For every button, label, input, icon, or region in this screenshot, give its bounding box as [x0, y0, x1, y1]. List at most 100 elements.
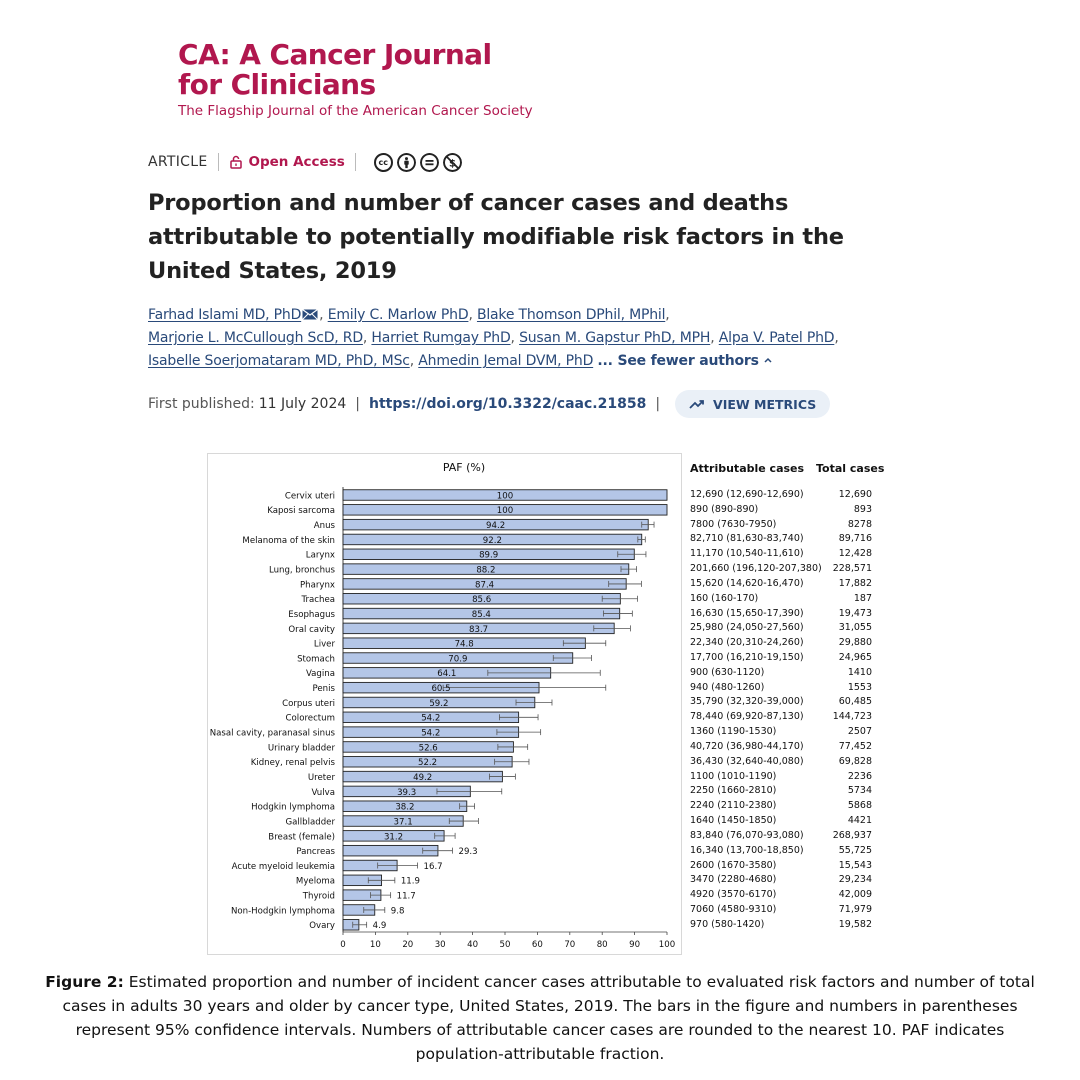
x-tick-label: 90	[629, 940, 640, 950]
data-label: 70.9	[448, 654, 467, 664]
category-label: Myeloma	[296, 877, 335, 887]
attributable-cases-cell: 940 (480-1260)	[690, 681, 765, 693]
data-label: 54.2	[421, 714, 440, 724]
author-link[interactable]: Blake Thomson DPhil, MPhil	[476, 307, 666, 323]
total-cases-cell: 12,690	[838, 489, 872, 500]
author-link[interactable]: Alpa V. Patel PhD	[718, 330, 835, 346]
attributable-cases-cell: 17,700 (16,210-19,150)	[690, 652, 804, 664]
x-tick-label: 100	[659, 940, 675, 950]
total-cases-cell: 31,055	[838, 622, 872, 634]
category-label: Ureter	[308, 773, 336, 783]
total-cases-cell: 17,882	[838, 577, 872, 589]
author-link[interactable]: Marjorie L. McCullough ScD, RD	[148, 330, 363, 346]
trending-up-icon	[689, 400, 704, 409]
journal-subtitle: The Flagship Journal of the American Can…	[178, 103, 533, 119]
total-cases-cell: 187	[853, 592, 872, 604]
attributable-cases-cell: 7060 (4580-9310)	[690, 903, 777, 915]
x-tick-label: 10	[370, 940, 381, 950]
x-tick-label: 80	[597, 940, 608, 950]
attributable-cases-cell: 201,660 (196,120-207,380)	[690, 563, 822, 575]
attributable-cases-cell: 12,690 (12,690-12,690)	[690, 489, 804, 500]
attributable-cases-cell: 3470 (2280-4680)	[690, 874, 777, 886]
data-label: 85.4	[472, 610, 491, 620]
total-cases-cell: 42,009	[838, 889, 872, 901]
data-label: 29.3	[459, 847, 478, 857]
svg-text:$: $	[449, 158, 456, 169]
column-header-total: Total cases	[816, 462, 885, 475]
publication-row: First published: 11 July 2024 | https://…	[148, 390, 831, 418]
non-commercial-icon: $	[442, 152, 462, 172]
category-label: Esophagus	[288, 610, 335, 620]
license-icons[interactable]: cc $	[373, 152, 462, 172]
data-label: 60.5	[431, 684, 450, 694]
attributable-cases-cell: 1100 (1010-1190)	[690, 770, 777, 782]
author-link[interactable]: Farhad Islami MD, PhD	[148, 307, 302, 323]
chart-frame	[207, 453, 682, 955]
category-label: Nasal cavity, paranasal sinus	[210, 729, 336, 739]
bar	[342, 489, 668, 501]
data-label: 52.6	[419, 743, 438, 753]
category-label: Hodgkin lymphoma	[251, 803, 335, 813]
chart-title: PAF (%)	[443, 461, 485, 474]
view-metrics-label: VIEW METRICS	[713, 396, 817, 412]
data-label: 54.2	[421, 729, 440, 739]
journal-title-line2: for Clinicians	[178, 68, 376, 101]
author-link[interactable]: Ahmedin Jemal DVM, PhD	[418, 353, 594, 369]
doi-link[interactable]: https://doi.org/10.3322/caac.21858	[368, 396, 647, 412]
view-metrics-button[interactable]: VIEW METRICS	[675, 390, 831, 418]
caption-text: Estimated proportion and number of incid…	[62, 973, 1035, 1063]
divider: |	[655, 396, 661, 412]
attributable-cases-cell: 82,710 (81,630-83,740)	[690, 533, 804, 545]
category-label: Corpus uteri	[282, 699, 335, 709]
data-label: 94.2	[486, 521, 505, 531]
first-published-date: 11 July 2024	[258, 396, 347, 412]
category-label: Trachea	[300, 595, 335, 605]
category-label: Lung, bronchus	[269, 566, 336, 576]
see-fewer-authors-link[interactable]: ... See fewer authors	[597, 353, 772, 369]
article-meta-row: ARTICLE Open Access cc $	[148, 150, 462, 174]
data-label: 92.2	[483, 536, 502, 546]
attributable-cases-cell: 36,430 (32,640-40,080)	[690, 755, 804, 767]
category-label: Anus	[314, 521, 336, 531]
category-label: Penis	[313, 684, 336, 694]
attributable-cases-cell: 16,340 (13,700-18,850)	[690, 844, 804, 856]
category-label: Melanoma of the skin	[242, 536, 335, 546]
envelope-icon[interactable]	[302, 309, 319, 320]
author-link[interactable]: Isabelle Soerjomataram MD, PhD, MSc	[148, 353, 410, 369]
total-cases-cell: 2236	[847, 770, 872, 782]
attributable-cases-cell: 35,790 (32,320-39,000)	[690, 696, 804, 708]
data-label: 39.3	[397, 788, 416, 798]
x-tick-label: 70	[564, 940, 575, 950]
attributable-cases-cell: 2240 (2110-2380)	[690, 800, 777, 812]
total-cases-cell: 29,880	[838, 637, 872, 649]
data-label: 83.7	[469, 625, 488, 635]
total-cases-cell: 1553	[847, 681, 872, 693]
data-label: 64.1	[437, 669, 456, 679]
category-label: Non-Hodgkin lymphoma	[231, 906, 335, 916]
total-cases-cell: 19,582	[838, 918, 872, 930]
data-label: 85.6	[472, 595, 491, 605]
author-link[interactable]: Harriet Rumgay PhD	[371, 330, 511, 346]
category-label: Urinary bladder	[268, 743, 336, 753]
data-label: 59.2	[429, 699, 448, 709]
open-access-label: Open Access	[248, 154, 345, 170]
category-label: Breast (female)	[268, 832, 335, 842]
x-tick-label: 50	[500, 940, 511, 950]
x-tick-label: 60	[532, 940, 543, 950]
figure-caption: Figure 2: Estimated proportion and numbe…	[40, 970, 1040, 1066]
divider	[217, 153, 219, 171]
data-label: 87.4	[475, 580, 494, 590]
category-label: Larynx	[306, 551, 335, 561]
data-label: 11.9	[401, 877, 420, 887]
author-link[interactable]: Susan M. Gapstur PhD, MPH	[519, 330, 711, 346]
data-label: 37.1	[394, 817, 413, 827]
total-cases-cell: 71,979	[838, 903, 872, 915]
total-cases-cell: 268,937	[832, 829, 872, 841]
category-label: Ovary	[309, 921, 335, 931]
category-label: Acute myeloid leukemia	[232, 862, 335, 872]
data-label: 11.7	[397, 892, 416, 902]
column-header-attributable: Attributable cases	[690, 462, 805, 475]
author-link[interactable]: Emily C. Marlow PhD	[327, 307, 469, 323]
total-cases-cell: 893	[853, 503, 872, 515]
